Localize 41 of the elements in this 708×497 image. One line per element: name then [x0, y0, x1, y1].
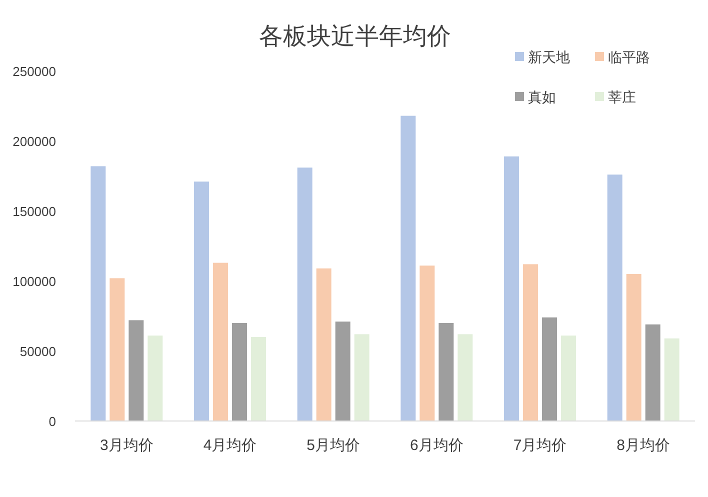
x-tick-label: 4月均价 — [203, 437, 257, 454]
x-tick-label: 7月均价 — [513, 437, 567, 454]
x-tick-label: 6月均价 — [410, 437, 464, 454]
y-tick-label: 50000 — [20, 344, 56, 359]
bar — [128, 320, 144, 421]
bar — [561, 336, 576, 421]
legend-label: 临平路 — [608, 49, 650, 65]
x-tick-label: 8月均价 — [616, 437, 670, 454]
y-tick-label: 200000 — [12, 134, 56, 149]
bar — [458, 334, 473, 421]
y-tick-label: 100000 — [12, 274, 56, 289]
bar — [316, 268, 332, 421]
bar — [542, 317, 557, 421]
bar — [251, 337, 266, 421]
bar — [213, 262, 228, 421]
bar — [626, 274, 642, 421]
legend-label: 莘庄 — [608, 89, 636, 105]
bar — [400, 116, 416, 421]
bar — [664, 338, 680, 421]
x-tick-label: 3月均价 — [100, 437, 154, 454]
bar — [232, 323, 247, 421]
bar — [438, 323, 454, 421]
bar — [607, 174, 622, 421]
bar — [354, 334, 370, 421]
bar — [504, 156, 519, 421]
y-tick-label: 250000 — [12, 64, 56, 79]
y-tick-label: 150000 — [12, 204, 56, 219]
title: 各板块近半年均价 — [259, 23, 451, 50]
bar — [297, 168, 312, 421]
bar — [335, 322, 350, 421]
bar — [90, 166, 106, 421]
bar — [420, 266, 435, 421]
x-tick-label: 5月均价 — [306, 437, 360, 454]
bar — [523, 264, 538, 421]
legend-label: 真如 — [528, 89, 556, 105]
bar — [645, 324, 660, 421]
legend-label: 新天地 — [528, 49, 570, 65]
bar — [194, 182, 209, 421]
bar — [110, 278, 125, 421]
bar — [148, 336, 163, 421]
y-tick-label: 0 — [48, 414, 56, 429]
